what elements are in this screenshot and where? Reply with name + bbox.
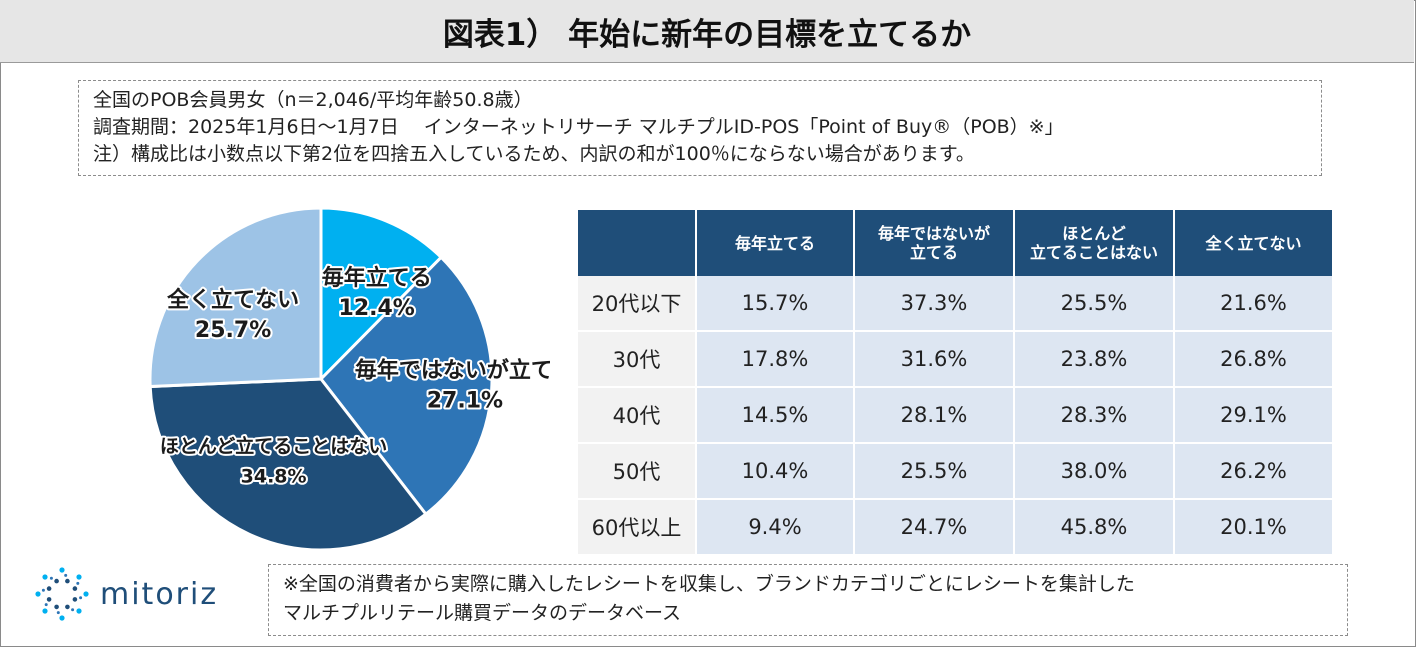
survey-note-line: 全国のPOB会員男女（n＝2,046/平均年齢50.8歳） [93, 89, 533, 111]
logo-dot [76, 574, 82, 580]
pie-slice [148, 377, 428, 552]
pie-slice [319, 255, 494, 517]
table-corner-header [578, 210, 697, 276]
table-cell: 28.1% [854, 386, 1015, 443]
logo-dot [72, 586, 78, 591]
pie-slice [148, 206, 323, 389]
survey-note-line: 調査期間：2025年1月6日～1月7日 インターネットリサーチ マルチプルID-… [93, 116, 1064, 138]
table-cell: 38.0% [1014, 442, 1175, 499]
logo-dot [54, 604, 59, 610]
table-column-header: 毎年立てる [696, 210, 855, 276]
table-column-header: 全く立てない [1174, 210, 1332, 276]
age-breakdown-table: 毎年立てる 毎年ではないが 立てる ほとんど 立てることはない 全く立てない 20代以下 1… [578, 210, 1332, 554]
table-cell: 24.7% [854, 498, 1015, 554]
table-cell: 9.4% [696, 498, 855, 554]
table-cell: 25.5% [1014, 276, 1175, 331]
logo-dot [65, 578, 70, 584]
logo-dot [76, 608, 82, 614]
logo-dot [44, 603, 48, 607]
logo-dot [46, 586, 52, 591]
table-cell: 21.6% [1174, 276, 1332, 331]
logo-dot [42, 608, 48, 614]
logo-text: mitoriz [100, 576, 219, 612]
table-cell: 23.8% [1014, 330, 1175, 387]
table-cell: 25.5% [854, 442, 1015, 499]
survey-notes-box: 全国のPOB会員男女（n＝2,046/平均年齢50.8歳） 調査期間：2025年… [78, 80, 1322, 176]
table-cell: 26.2% [1174, 442, 1332, 499]
pie-value-label: 25.7% [195, 318, 271, 343]
footnote-line: マルチプルリテール購買データのデータベース [283, 602, 682, 624]
table-cell: 10.4% [696, 442, 855, 499]
logo-dot [46, 597, 52, 602]
table-row-label: 20代以下 [578, 276, 697, 331]
table-row-label: 40代 [578, 386, 697, 443]
logo-dot [72, 597, 78, 602]
logo-dot [79, 596, 83, 600]
table-cell: 14.5% [696, 386, 855, 443]
pie-value-label: 12.4% [339, 296, 415, 321]
logo-dot [49, 576, 53, 580]
logo-dot [41, 588, 45, 592]
logo-dot [59, 567, 65, 573]
pie-category-label: 全く立てない [166, 287, 299, 313]
table-cell: 37.3% [854, 276, 1015, 331]
table-row: 60代以上 9.4% 24.7% 45.8% 20.1% [578, 498, 1332, 554]
logo-dot [76, 581, 80, 585]
logo-dot [83, 591, 89, 597]
figure-title: 図表1） 年始に新年の目標を立てるか [442, 16, 972, 53]
logo-dot [65, 604, 70, 610]
pie-category-label: 毎年立てる [322, 265, 432, 291]
table-cell: 29.1% [1174, 386, 1332, 443]
table-row: 20代以下 15.7% 37.3% 25.5% 21.6% [578, 276, 1332, 331]
table-cell: 45.8% [1014, 498, 1175, 554]
pie-value-label: 34.8% [241, 466, 307, 488]
logo-dot [59, 615, 65, 621]
logo-dot [42, 574, 48, 580]
pie-slice [319, 206, 444, 383]
logo-dot [64, 573, 68, 577]
footnote-line: ※全国の消費者から実際に購入したレシートを収集し、ブランドカテゴリごとにレシート… [283, 573, 1135, 595]
title-bar: 図表1） 年始に新年の目標を立てるか [0, 0, 1414, 63]
table-cell: 28.3% [1014, 386, 1175, 443]
logo-dot [54, 578, 59, 584]
table-column-header: 毎年ではないが 立てる [854, 210, 1015, 276]
logo-dot [56, 611, 60, 615]
table-row: 30代 17.8% 31.6% 23.8% 26.8% [578, 330, 1332, 387]
pie-category-label: ほとんど立てることはない [160, 435, 387, 458]
logo-dot [35, 591, 41, 597]
table-header-row: 毎年立てる 毎年ではないが 立てる ほとんど 立てることはない 全く立てない [578, 210, 1332, 276]
table-cell: 17.8% [696, 330, 855, 387]
mitoriz-logo: mitoriz [34, 566, 218, 622]
table-column-header: ほとんど 立てることはない [1014, 210, 1175, 276]
pob-footnote-box: ※全国の消費者から実際に購入したレシートを収集し、ブランドカテゴリごとにレシート… [268, 564, 1348, 636]
table-cell: 15.7% [696, 276, 855, 331]
table-cell: 20.1% [1174, 498, 1332, 554]
mitoriz-star-logo-icon [35, 567, 89, 621]
logo-dot [71, 608, 75, 612]
table-cell: 31.6% [854, 330, 1015, 387]
pie-value-label: 27.1% [427, 389, 503, 414]
table-row-label: 50代 [578, 442, 697, 499]
table-cell: 26.8% [1174, 330, 1332, 387]
table-row: 40代 14.5% 28.1% 28.3% 29.1% [578, 386, 1332, 443]
table-row: 50代 10.4% 25.5% 38.0% 26.2% [578, 442, 1332, 499]
table-row-label: 30代 [578, 330, 697, 387]
survey-note-line: 注）構成比は小数点以下第2位を四捨五入しているため、内訳の和が100％にならない… [93, 143, 975, 165]
table-row-label: 60代以上 [578, 498, 697, 554]
